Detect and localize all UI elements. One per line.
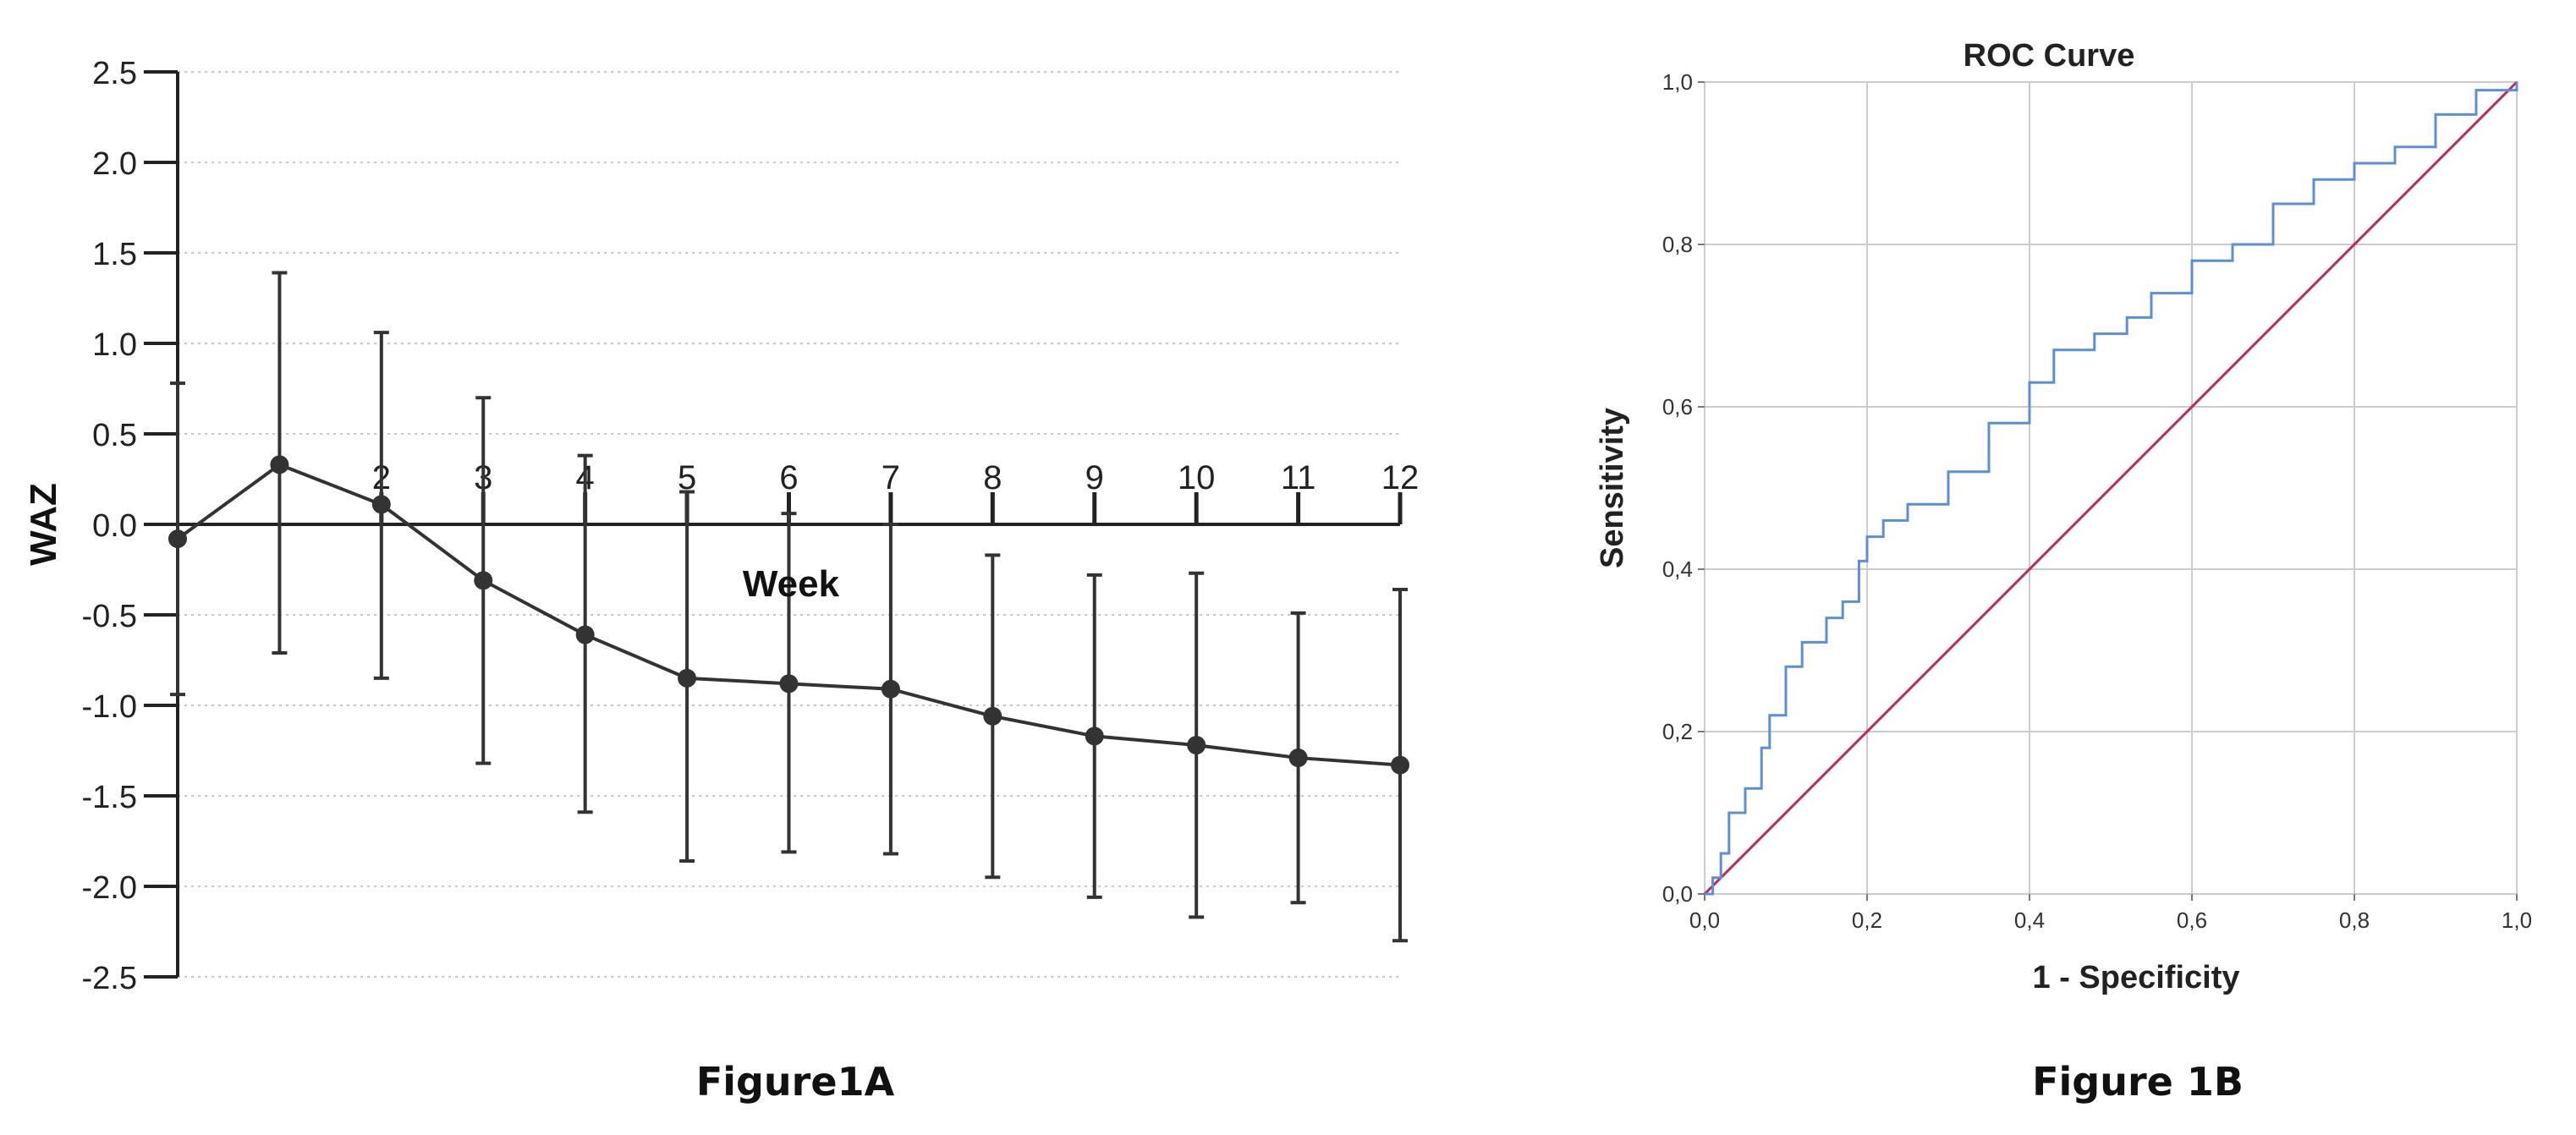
chart-1a-x-tick-label: 7 — [882, 459, 900, 496]
chart-1a-y-ticks: 2.5 2.0 1.5 1.0 0.5 0.0 -0.5 -1.0 -1.5 -2.0 -2.5 — [82, 56, 178, 996]
chart-1a-x-tick-label: 11 — [1281, 459, 1316, 496]
chart-1a-point — [1187, 736, 1206, 755]
chart-1a: 2.5 2.0 1.5 1.0 0.5 0.0 -0.5 -1.0 -1.5 -2.0 -2.5 2… — [23, 56, 1419, 1105]
chart-1a-point — [881, 679, 900, 699]
chart-1a-point — [1391, 755, 1409, 775]
chart-1b: 0,0 0,2 0,4 0,6 0,8 1,0 0,0 0,2 0,4 0,6 0,8 1,0 RO… — [1595, 38, 2532, 1105]
chart-1a-y-tick-label: -2.5 — [82, 961, 137, 996]
chart-1a-point — [1288, 748, 1308, 768]
chart-1b-y-ticks: 0,0 0,2 0,4 0,6 0,8 1,0 — [1662, 69, 1705, 907]
chart-1a-point — [168, 529, 187, 549]
chart-1a-x-tick-label: 5 — [678, 459, 696, 496]
chart-1b-x-tick-label: 0,4 — [2014, 907, 2045, 933]
chart-1a-x-tick-label: 10 — [1178, 459, 1216, 496]
chart-1a-points — [168, 455, 1409, 775]
chart-1a-point — [371, 495, 391, 514]
chart-1a-y-tick-label: 0.5 — [92, 418, 137, 453]
chart-1b-y-tick-label: 0,4 — [1662, 557, 1693, 582]
chart-1a-x-tick-label: 12 — [1381, 459, 1420, 496]
chart-1b-roc-curve — [1705, 82, 2518, 896]
chart-1b-y-tick-label: 0,2 — [1662, 719, 1693, 744]
chart-1a-y-tick-label: -1.5 — [82, 780, 137, 815]
chart-1b-y-tick-label: 0,0 — [1662, 881, 1693, 907]
chart-1a-y-tick-label: 2.5 — [92, 56, 137, 91]
chart-1b-y-tick-label: 0,6 — [1662, 394, 1693, 419]
chart-1b-y-tick-label: 0,8 — [1662, 232, 1693, 257]
chart-1b-reference-line — [1703, 80, 2518, 896]
chart-1a-x-label: Week — [743, 563, 840, 605]
chart-1a-point — [1085, 727, 1104, 746]
chart-1a-x-ticks: 23456789101112 — [372, 459, 1420, 524]
chart-1a-point — [270, 455, 289, 474]
chart-1a-y-tick-label: -0.5 — [82, 599, 137, 634]
chart-1a-y-tick-label: 1.0 — [92, 327, 137, 363]
chart-1b-y-tick-label: 1,0 — [1662, 69, 1693, 95]
chart-1a-caption: Figure1A — [696, 1059, 895, 1105]
chart-1b-y-label: Sensitivity — [1595, 408, 1630, 568]
chart-1a-y-tick-label: 0.0 — [92, 508, 137, 544]
chart-1b-x-tick-label: 1,0 — [2502, 907, 2532, 933]
chart-1b-x-tick-label: 0,0 — [1689, 907, 1720, 933]
chart-1b-x-tick-label: 0,6 — [2177, 907, 2207, 933]
chart-1a-point — [575, 625, 595, 644]
chart-1a-x-tick-label: 6 — [779, 459, 798, 496]
chart-1a-error-bars — [170, 271, 1408, 943]
chart-1a-y-tick-label: 1.5 — [92, 237, 137, 272]
chart-1a-point — [779, 674, 799, 694]
chart-1a-point — [474, 571, 493, 590]
chart-1a-x-tick-label: 9 — [1085, 459, 1104, 496]
chart-1a-x-tick-label: 8 — [983, 459, 1002, 496]
chart-1a-point — [678, 668, 697, 688]
chart-1a-y-tick-label: 2.0 — [92, 146, 137, 182]
chart-1a-point — [983, 706, 1002, 726]
chart-1b-x-ticks: 0,0 0,2 0,4 0,6 0,8 1,0 — [1689, 894, 2532, 933]
chart-1b-caption: Figure 1B — [2032, 1059, 2244, 1105]
chart-1b-x-tick-label: 0,2 — [1852, 907, 1882, 933]
chart-1a-y-label: WAZ — [23, 483, 64, 566]
chart-1b-x-label: 1 - Specificity — [2033, 960, 2240, 995]
chart-1b-title: ROC Curve — [1964, 38, 2135, 74]
chart-1a-y-tick-label: -1.0 — [82, 689, 137, 725]
chart-1a-y-tick-label: -2.0 — [82, 870, 137, 906]
chart-1b-gridlines — [1704, 81, 2518, 895]
chart-1b-x-tick-label: 0,8 — [2339, 907, 2370, 933]
